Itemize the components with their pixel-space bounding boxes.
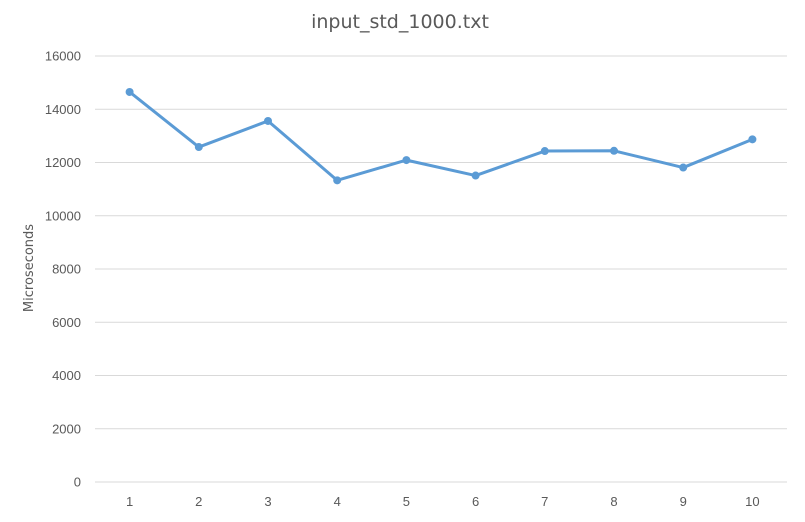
x-tick-label-7: 7	[541, 494, 548, 509]
x-tick-label-9: 9	[680, 494, 687, 509]
data-point-9	[679, 163, 688, 172]
y-tick-label-0: 0	[74, 475, 81, 490]
x-tick-label-5: 5	[403, 494, 410, 509]
x-tick-label-3: 3	[264, 494, 271, 509]
data-point-10	[748, 135, 757, 144]
y-tick-label-2000: 2000	[52, 421, 81, 436]
y-axis-title: Microseconds	[22, 224, 37, 312]
data-point-1	[125, 87, 134, 96]
data-point-4	[333, 176, 342, 185]
y-tick-label-10000: 10000	[45, 208, 81, 223]
x-tick-label-1: 1	[126, 494, 133, 509]
data-point-3	[264, 116, 272, 125]
chart-title: input_std_1000.txt	[311, 11, 489, 33]
series	[125, 87, 757, 185]
y-tick-label-12000: 12000	[45, 155, 81, 170]
y-tick-label-16000: 16000	[45, 49, 81, 64]
data-point-7	[540, 147, 549, 156]
gridlines	[95, 55, 787, 483]
y-tick-label-4000: 4000	[52, 368, 81, 383]
y-tick-label-6000: 6000	[52, 315, 81, 330]
x-tick-labels: 1 2 3 4 5 6 7 8 9 10	[126, 494, 760, 509]
y-tick-labels: 0 2000 4000 6000 8000 10000 12000 14000 16000	[45, 49, 81, 490]
data-point-6	[471, 171, 480, 180]
x-tick-label-4: 4	[334, 494, 341, 509]
data-point-8	[610, 146, 618, 155]
data-point-5	[402, 156, 411, 165]
x-tick-label-8: 8	[610, 494, 617, 509]
series-line-0	[128, 90, 754, 182]
data-point-2	[194, 143, 203, 152]
x-tick-label-2: 2	[195, 494, 202, 509]
y-tick-label-8000: 8000	[52, 262, 81, 277]
x-tick-label-10: 10	[745, 494, 759, 509]
x-tick-label-6: 6	[472, 494, 479, 509]
y-tick-label-14000: 14000	[45, 102, 81, 117]
